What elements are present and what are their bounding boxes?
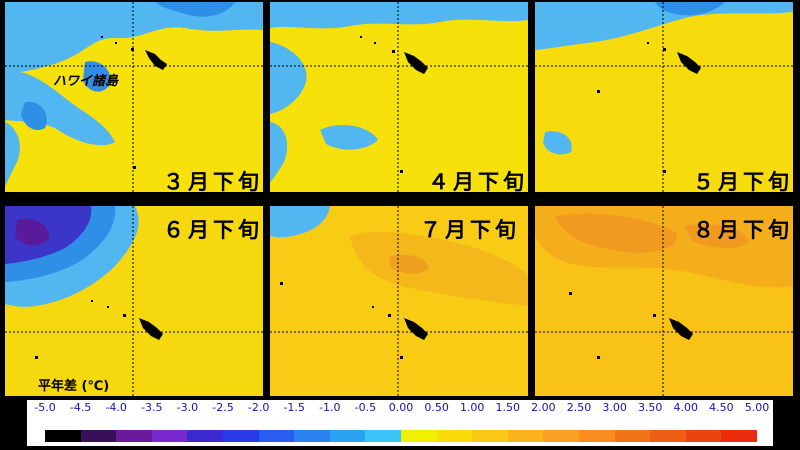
legend-swatch — [578, 430, 615, 442]
map-panel: ８月下旬 — [535, 206, 793, 396]
legend-swatch — [151, 430, 188, 442]
legend-swatch — [685, 430, 722, 442]
panel-label: ３月下旬 — [163, 170, 263, 192]
legend-swatch — [436, 430, 473, 442]
anomaly-map — [5, 206, 263, 396]
legend-tick-label: 2.00 — [531, 401, 556, 414]
legend-tick-label: 2.50 — [566, 401, 592, 414]
legend-tick-label: 0.50 — [424, 401, 449, 414]
map-panel: ハワイ諸島 ３月下旬 — [5, 2, 263, 192]
legend-swatch — [294, 430, 330, 442]
legend-swatch — [187, 430, 223, 442]
legend-tick-label: 4.50 — [709, 401, 734, 414]
legend-tick-label: -1.0 — [319, 401, 341, 414]
legend-swatch — [80, 430, 117, 442]
legend-tick-label: -4.0 — [105, 401, 127, 414]
color-bar — [45, 430, 757, 442]
map-panel: ４月下旬 — [270, 2, 528, 192]
anomaly-map — [270, 206, 528, 396]
legend-swatch — [472, 430, 508, 442]
legend-swatch — [650, 430, 686, 442]
map-panel: ６月下旬 — [5, 206, 263, 396]
legend-ticks: -5.0 -4.5 -4.0 -3.5 -3.0 -2.5 -2.0 -1.5 -1.0 -0.5… — [34, 401, 770, 417]
legend-tick-label: 1.00 — [459, 401, 485, 414]
legend-tick-label: -5.0 — [34, 401, 56, 414]
map-panel: ５月下旬 — [535, 2, 793, 192]
legend-tick-label: -2.0 — [247, 401, 270, 414]
legend-swatch — [258, 430, 295, 442]
legend-swatch — [721, 430, 757, 442]
legend-swatch — [365, 430, 401, 442]
panel-label: ４月下旬 — [428, 170, 528, 192]
legend-swatch — [116, 430, 152, 442]
legend-tick-label: 3.00 — [602, 401, 627, 414]
panel-label: ８月下旬 — [693, 218, 793, 242]
legend-tick-label: -3.5 — [141, 401, 163, 414]
panel-label: ５月下旬 — [693, 170, 793, 192]
map-panel: ７月下旬 — [270, 206, 528, 396]
legend-swatch — [543, 430, 579, 442]
anomaly-map — [535, 2, 793, 192]
panel-label: ７月下旬 — [420, 218, 520, 242]
legend-swatch — [614, 430, 651, 442]
anomaly-map — [270, 2, 528, 192]
legend-swatch — [222, 430, 259, 442]
legend-tick-label: 1.50 — [495, 401, 521, 414]
anomaly-map — [5, 2, 263, 192]
legend-swatch — [400, 430, 437, 442]
panel-label: ６月下旬 — [163, 218, 263, 242]
legend-swatch — [329, 430, 366, 442]
legend-tick-label: 4.00 — [673, 401, 699, 414]
color-scale-legend: -5.0 -4.5 -4.0 -3.5 -3.0 -2.5 -2.0 -1.5 -1.0 -0.5… — [25, 398, 775, 448]
legend-swatch — [45, 430, 81, 442]
legend-tick-label: -3.0 — [176, 401, 199, 414]
region-label: ハワイ諸島 — [53, 74, 119, 89]
legend-tick-label: -2.5 — [212, 401, 234, 414]
legend-tick-label: 5.00 — [744, 401, 770, 414]
legend-tick-label: 0.00 — [388, 401, 414, 414]
legend-tick-label: -0.5 — [354, 401, 377, 414]
legend-title: 平年差 (℃) — [38, 379, 110, 394]
legend-tick-label: -1.5 — [283, 401, 305, 414]
anomaly-map — [535, 206, 793, 396]
legend-tick-label: 3.50 — [637, 401, 663, 414]
legend-swatch — [507, 430, 544, 442]
legend-tick-label: -4.5 — [69, 401, 92, 414]
